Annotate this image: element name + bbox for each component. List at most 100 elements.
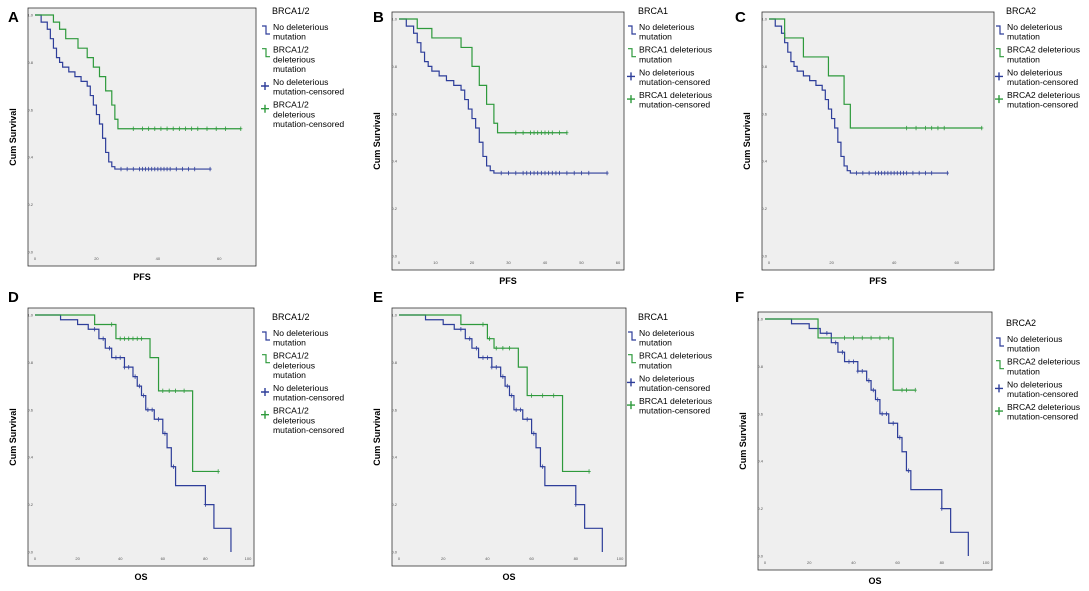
x-tick-label: 20	[94, 256, 99, 261]
y-tick-label: 0.2	[761, 206, 767, 211]
legend-entry: No deleterious mutation-censored	[639, 373, 710, 393]
no-mutation-censor-mark	[861, 170, 865, 176]
mutation-censor-mark	[521, 130, 525, 135]
legend-line-symbol	[262, 354, 270, 364]
mutation-censor-mark	[547, 130, 551, 135]
no-mutation-censor-mark	[137, 383, 141, 389]
mutation-censor-mark	[923, 125, 928, 131]
legend-censor-symbol	[261, 82, 269, 90]
y-tick-label: 1.0	[27, 13, 33, 18]
no-mutation-censor-mark	[459, 327, 463, 332]
no-mutation-survival-curve	[765, 318, 969, 556]
legend-line-symbol	[628, 48, 636, 58]
y-tick-label: 0.4	[391, 455, 397, 460]
panel-letter: C	[735, 9, 746, 26]
no-mutation-censor-mark	[541, 464, 545, 469]
no-mutation-censor-mark	[886, 170, 890, 176]
no-mutation-censor-mark	[505, 383, 509, 389]
x-tick-label: 10	[433, 260, 438, 265]
legend-title: BRCA1/2	[272, 6, 310, 16]
legend-entry: BRCA1/2 deleterious mutation-censored	[273, 406, 344, 435]
legend-line-symbol	[996, 360, 1004, 370]
legend-entry: BRCA1/2 deleterious mutation	[273, 351, 315, 380]
x-tick-label: 20	[470, 260, 475, 265]
no-mutation-censor-mark	[468, 336, 472, 341]
y-tick-label: 0.4	[27, 455, 33, 460]
no-mutation-censor-mark	[884, 411, 889, 416]
y-tick-label: 0.0	[391, 254, 397, 259]
x-tick-label: 60	[217, 256, 222, 261]
y-tick-label: 0.6	[391, 407, 397, 412]
y-tick-label: 0.2	[27, 202, 33, 207]
no-mutation-censor-mark	[917, 170, 921, 176]
y-tick-label: 0.6	[391, 111, 397, 116]
legend-line-symbol	[262, 25, 270, 35]
mutation-censor-mark	[530, 393, 534, 398]
y-axis-title: Cum Survival	[738, 412, 748, 470]
y-tick-label: 0.0	[27, 550, 33, 555]
mutation-censor-mark	[216, 469, 220, 474]
mutation-censor-mark	[900, 387, 904, 393]
mutation-censor-mark	[851, 335, 855, 341]
no-mutation-survival-curve	[399, 18, 608, 174]
x-axis-title: OS	[134, 572, 147, 582]
no-mutation-censor-mark	[572, 170, 576, 176]
y-tick-label: 0.2	[27, 502, 33, 507]
panel-letter: E	[373, 289, 383, 306]
no-mutation-survival-curve	[35, 14, 211, 170]
legend-title: BRCA2	[1006, 6, 1036, 16]
mutation-censor-mark	[532, 130, 536, 135]
x-tick-label: 20	[441, 556, 446, 561]
no-mutation-censor-mark	[114, 355, 118, 360]
x-tick-label: 0	[398, 556, 401, 561]
no-mutation-censor-mark	[847, 359, 851, 364]
no-mutation-censor-mark	[930, 170, 934, 176]
y-tick-label: 0.4	[27, 155, 33, 160]
mutation-censor-mark	[913, 387, 917, 393]
no-mutation-censor-mark	[860, 368, 864, 374]
no-mutation-censor-mark	[514, 170, 518, 176]
no-mutation-survival-curve	[399, 314, 603, 552]
x-tick-label: 0	[768, 260, 771, 265]
no-mutation-censor-mark	[871, 387, 875, 393]
mutation-censor-mark	[239, 126, 243, 131]
no-mutation-censor-mark	[162, 166, 166, 172]
mutation-censor-mark	[494, 345, 498, 351]
legend-line-symbol	[996, 337, 1004, 347]
mutation-censor-mark	[161, 388, 165, 394]
x-tick-label: 60	[161, 556, 166, 561]
mutation-censor-mark	[842, 335, 847, 341]
no-mutation-censor-mark	[131, 166, 135, 172]
no-mutation-censor-mark	[891, 421, 895, 426]
no-mutation-censor-mark	[174, 166, 178, 172]
mutation-survival-curve	[35, 14, 241, 130]
legend-line-symbol	[996, 25, 1004, 35]
y-axis-title: Cum Survival	[372, 112, 382, 170]
legend-entry: BRCA2 deleterious mutation-censored	[1007, 402, 1080, 422]
legend-censor-symbol	[261, 104, 269, 113]
mutation-censor-mark	[501, 345, 505, 351]
y-tick-label: 0.8	[391, 360, 397, 365]
mutation-survival-curve	[35, 314, 219, 473]
no-mutation-censor-mark	[574, 502, 578, 507]
y-axis-title: Cum Survival	[8, 408, 18, 466]
x-tick-label: 60	[529, 556, 534, 561]
no-mutation-censor-mark	[186, 166, 191, 172]
no-mutation-censor-mark	[554, 170, 558, 176]
mutation-censor-mark	[140, 126, 145, 131]
y-tick-label: 0.0	[391, 550, 397, 555]
no-mutation-censor-mark	[892, 170, 896, 176]
y-tick-label: 0.2	[757, 506, 763, 511]
no-mutation-censor-mark	[118, 355, 122, 360]
no-mutation-survival-curve	[35, 314, 232, 552]
plot-area	[391, 307, 627, 567]
no-mutation-censor-mark	[485, 355, 489, 360]
y-tick-label: 0.8	[27, 60, 33, 65]
legend-censor-symbol	[995, 95, 1003, 104]
legend-title: BRCA1/2	[272, 312, 310, 322]
mutation-censor-mark	[587, 469, 591, 474]
mutation-survival-curve	[769, 18, 982, 129]
no-mutation-censor-mark	[579, 170, 584, 176]
x-axis-title: OS	[868, 576, 881, 586]
no-mutation-censor-mark	[940, 506, 944, 511]
